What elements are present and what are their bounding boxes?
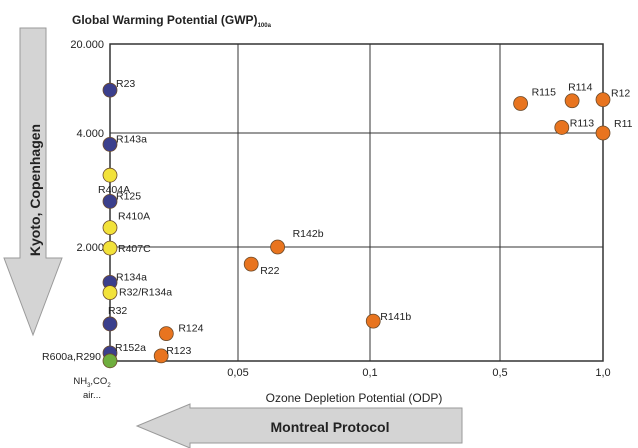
point-r12 [595,92,611,108]
x-tick-label: 0,1 [362,367,377,379]
origin-note-sub1: 3 [87,383,91,389]
point-label-r410a: R410A [118,211,150,223]
point-label-r143a: R143a [116,133,147,145]
origin-note-nh: NH [73,376,87,387]
point-r22 [243,256,259,272]
point-label-r141b: R141b [380,311,411,323]
point-r114 [564,93,580,109]
point-r125 [102,193,118,209]
point-r407c [102,240,118,256]
x-tick-label: 1,0 [595,367,610,379]
plot-frame [109,43,604,362]
y-tick-label: 20.000 [70,39,104,51]
origin-note-air: air... [83,390,101,401]
point-label-r114: R114 [568,82,592,94]
data-points [102,82,611,369]
point-label-r124: R124 [178,323,203,335]
point-label-r22: R22 [260,265,279,277]
point-label-r134a: R134a [116,271,147,283]
x-tick-labels: 0,05 0,1 0,5 1,0 [227,367,610,379]
point-label-r113: R113 [570,117,594,129]
origin-note: NH3,CO2 [73,376,111,389]
point-r404a [102,167,118,183]
chart-title: Global Warming Potential (GWP)100a [72,13,272,29]
point-r124 [158,326,174,342]
kyoto-arrow-label: Kyoto, Copenhagen [27,124,43,256]
x-tick-label: 0,05 [227,367,248,379]
point-label-r12: R12 [611,88,630,100]
montreal-arrow-shape [135,403,463,448]
point-r142b [270,239,286,255]
point-r115 [513,96,528,111]
point-r113 [554,120,570,135]
point-r32 [102,316,118,332]
point-label-r142b: R142b [293,228,324,240]
point-label-r125: R125 [116,190,141,202]
point-label-r23: R23 [116,78,135,90]
y-tick-labels: 20.000 4.000 2.000 [70,39,104,254]
point-label-r407c: R407C [118,243,151,255]
point-label-r600a-r290: R600a,R290 [42,351,101,363]
chart-title-main: Global Warming Potential (GWP) [72,13,258,27]
y-tick-label: 2.000 [76,242,104,254]
chart-grid [110,44,603,361]
point-r600a-r290 [102,353,118,369]
point-r23 [102,82,118,98]
point-r143a [102,136,118,152]
point-r32-r134a [102,285,118,301]
point-label-r404a: R404A [98,184,130,196]
point-label-r11: R11 [614,118,633,130]
montreal-arrow-label: Montreal Protocol [270,419,389,435]
y-tick-label: 4.000 [76,128,104,140]
point-r123 [153,348,169,364]
origin-note-sub2: 2 [107,383,111,389]
point-label-r32: R32 [108,305,127,317]
point-label-r115: R115 [532,87,556,99]
point-label-r152a: R152a [115,342,146,354]
point-label-r123: R123 [166,345,191,357]
x-axis-label: Ozone Depletion Potential (ODP) [266,391,443,405]
chart-title-subscript: 100a [258,23,272,29]
origin-note-co: ,CO [90,376,107,387]
point-r11 [595,125,611,141]
point-r410a [102,220,118,236]
point-label-r32-r134a: R32/R134a [119,287,172,299]
x-tick-label: 0,5 [492,367,507,379]
point-r141b [365,313,381,329]
kyoto-arrow-shape [3,27,63,337]
